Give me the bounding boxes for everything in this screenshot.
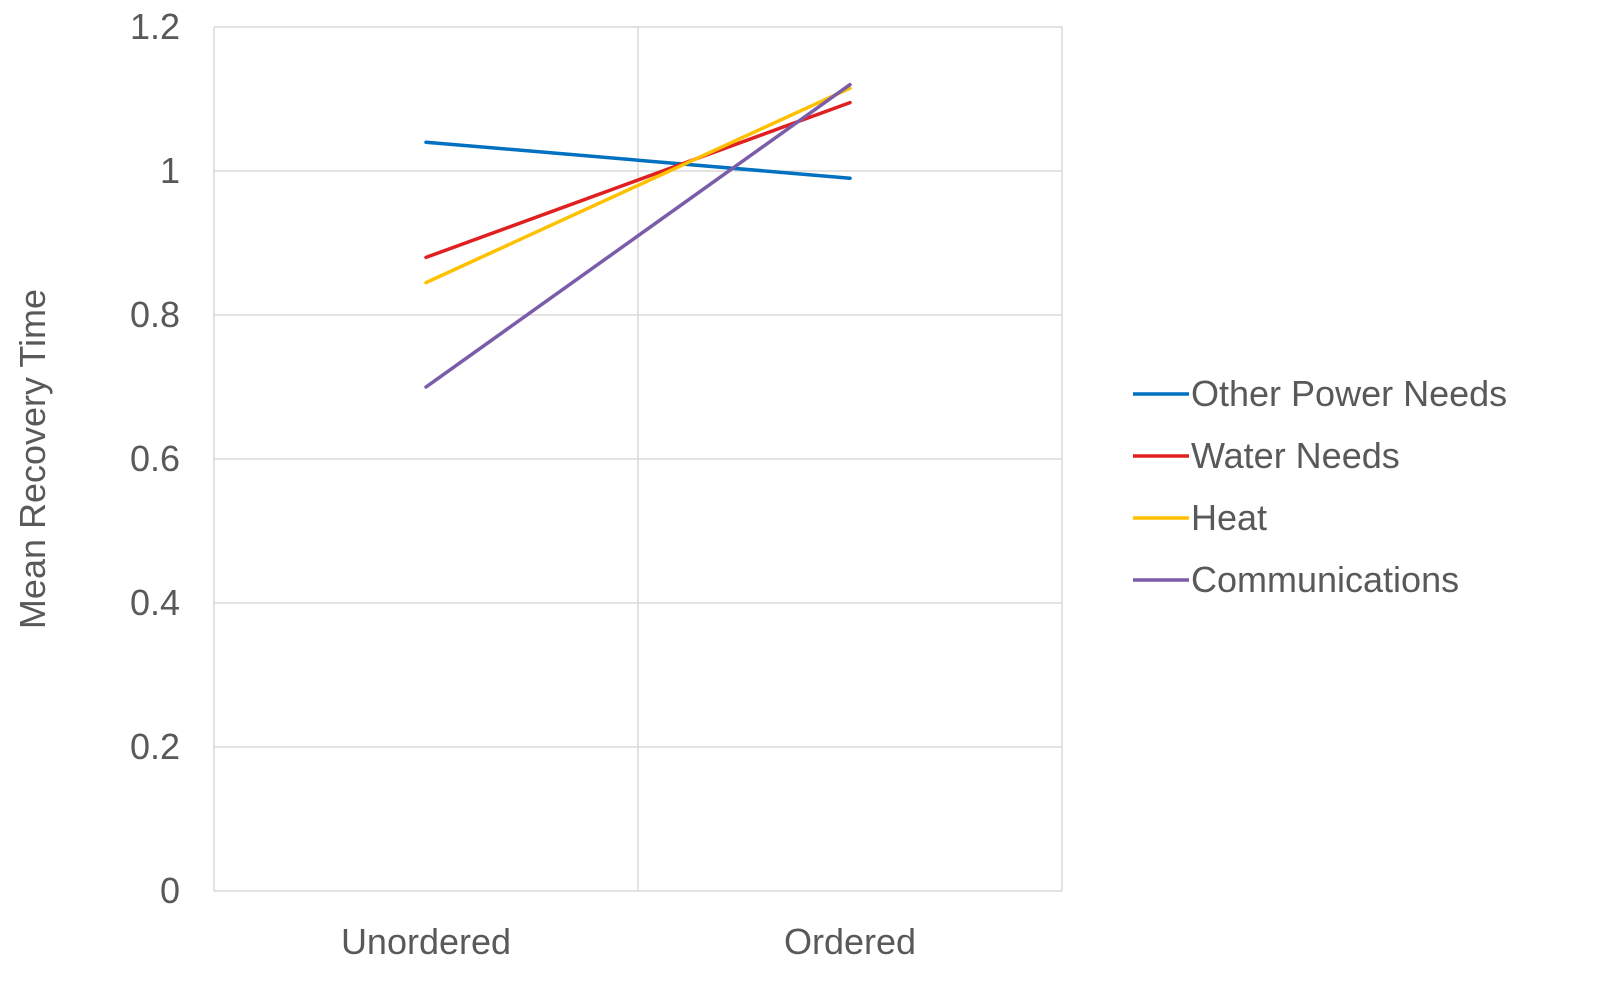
series-line-0 <box>424 140 852 180</box>
x-tick-label: Ordered <box>784 921 916 962</box>
y-axis-title: Mean Recovery Time <box>12 289 53 629</box>
legend: Other Power Needs Water Needs Heat Communic… <box>1133 373 1507 600</box>
y-tick-label: 1 <box>160 150 180 191</box>
y-tick-label: 0.8 <box>130 294 180 335</box>
legend-label: Water Needs <box>1191 435 1400 476</box>
y-tick-label: 0.6 <box>130 438 180 479</box>
legend-label: Heat <box>1191 497 1267 538</box>
y-tick-label: 0.2 <box>130 726 180 767</box>
legend-label: Other Power Needs <box>1191 373 1507 414</box>
series-line-3 <box>424 82 852 389</box>
legend-label: Communications <box>1191 559 1459 600</box>
y-tick-label: 0 <box>160 870 180 911</box>
x-axis-ticks: Unordered Ordered <box>341 921 916 962</box>
x-tick-label: Unordered <box>341 921 511 962</box>
gridlines <box>213 26 1063 892</box>
y-tick-label: 0.4 <box>130 582 180 623</box>
series-lines <box>424 82 852 389</box>
series-line-1 <box>424 100 852 260</box>
series-line-2 <box>424 86 852 285</box>
y-axis-ticks: 0 0.2 0.4 0.6 0.8 1 1.2 <box>130 6 180 911</box>
y-tick-label: 1.2 <box>130 6 180 47</box>
